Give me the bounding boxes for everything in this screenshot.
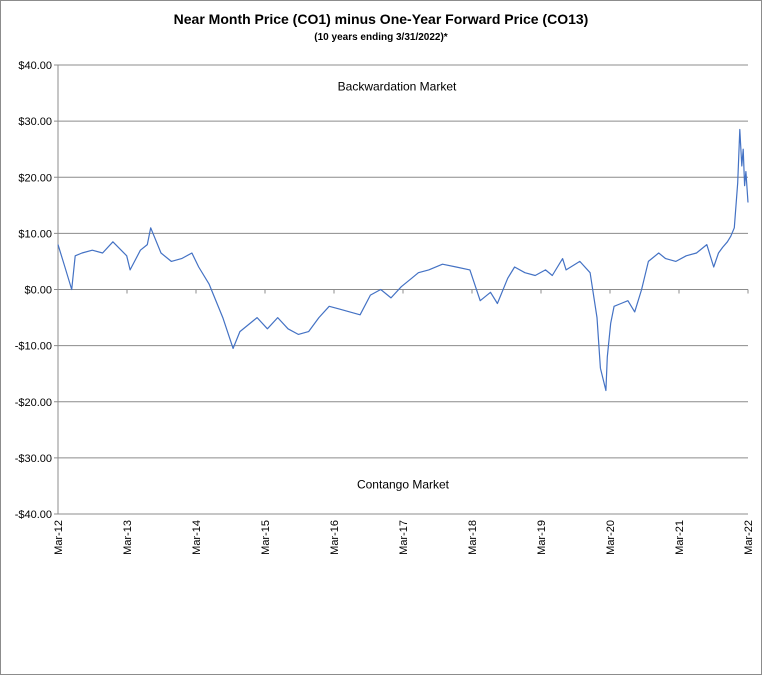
y-tick-label: -$10.00 bbox=[15, 341, 52, 353]
series-group bbox=[57, 128, 749, 392]
y-tick-label: $20.00 bbox=[18, 172, 52, 184]
x-tick-label: Mar-16 bbox=[329, 520, 341, 555]
chart-subtitle: (10 years ending 3/31/2022)* bbox=[314, 32, 448, 43]
y-tick-label: $0.00 bbox=[24, 285, 52, 297]
series-line bbox=[57, 128, 749, 392]
x-tick-label: Mar-22 bbox=[743, 520, 755, 555]
x-tick-label: Mar-18 bbox=[467, 520, 479, 555]
x-tick-label: Mar-13 bbox=[122, 520, 134, 555]
y-tick-label: -$40.00 bbox=[15, 509, 52, 521]
y-tick-label: -$20.00 bbox=[15, 397, 52, 409]
x-tick-label: Mar-14 bbox=[191, 520, 203, 555]
y-tick-label: $10.00 bbox=[18, 228, 52, 240]
x-tick-label: Mar-21 bbox=[674, 520, 686, 555]
y-axis-ticks: $40.00 $30.00 $20.00 $10.00 $0.00 -$10.00 -$20… bbox=[15, 60, 58, 521]
y-tick-label: $40.00 bbox=[18, 60, 52, 72]
x-tick-label: Mar-19 bbox=[536, 520, 548, 555]
chart-title: Near Month Price (CO1) minus One-Year Fo… bbox=[173, 11, 589, 27]
y-tick-label: $30.00 bbox=[18, 116, 52, 128]
annotation-backwardation: Backwardation Market bbox=[338, 79, 457, 93]
x-axis-ticks: Mar-12 Mar-13 Mar-14 Mar-15 Mar-16 Mar-17 Mar-… bbox=[53, 289, 755, 555]
annotation-contango: Contango Market bbox=[357, 478, 450, 492]
y-tick-label: -$30.00 bbox=[15, 453, 52, 465]
x-tick-label: Mar-15 bbox=[260, 520, 272, 555]
x-tick-label: Mar-12 bbox=[53, 520, 65, 555]
x-tick-label: Mar-20 bbox=[605, 520, 617, 555]
x-tick-label: Mar-17 bbox=[398, 520, 410, 555]
gridlines bbox=[57, 64, 748, 515]
